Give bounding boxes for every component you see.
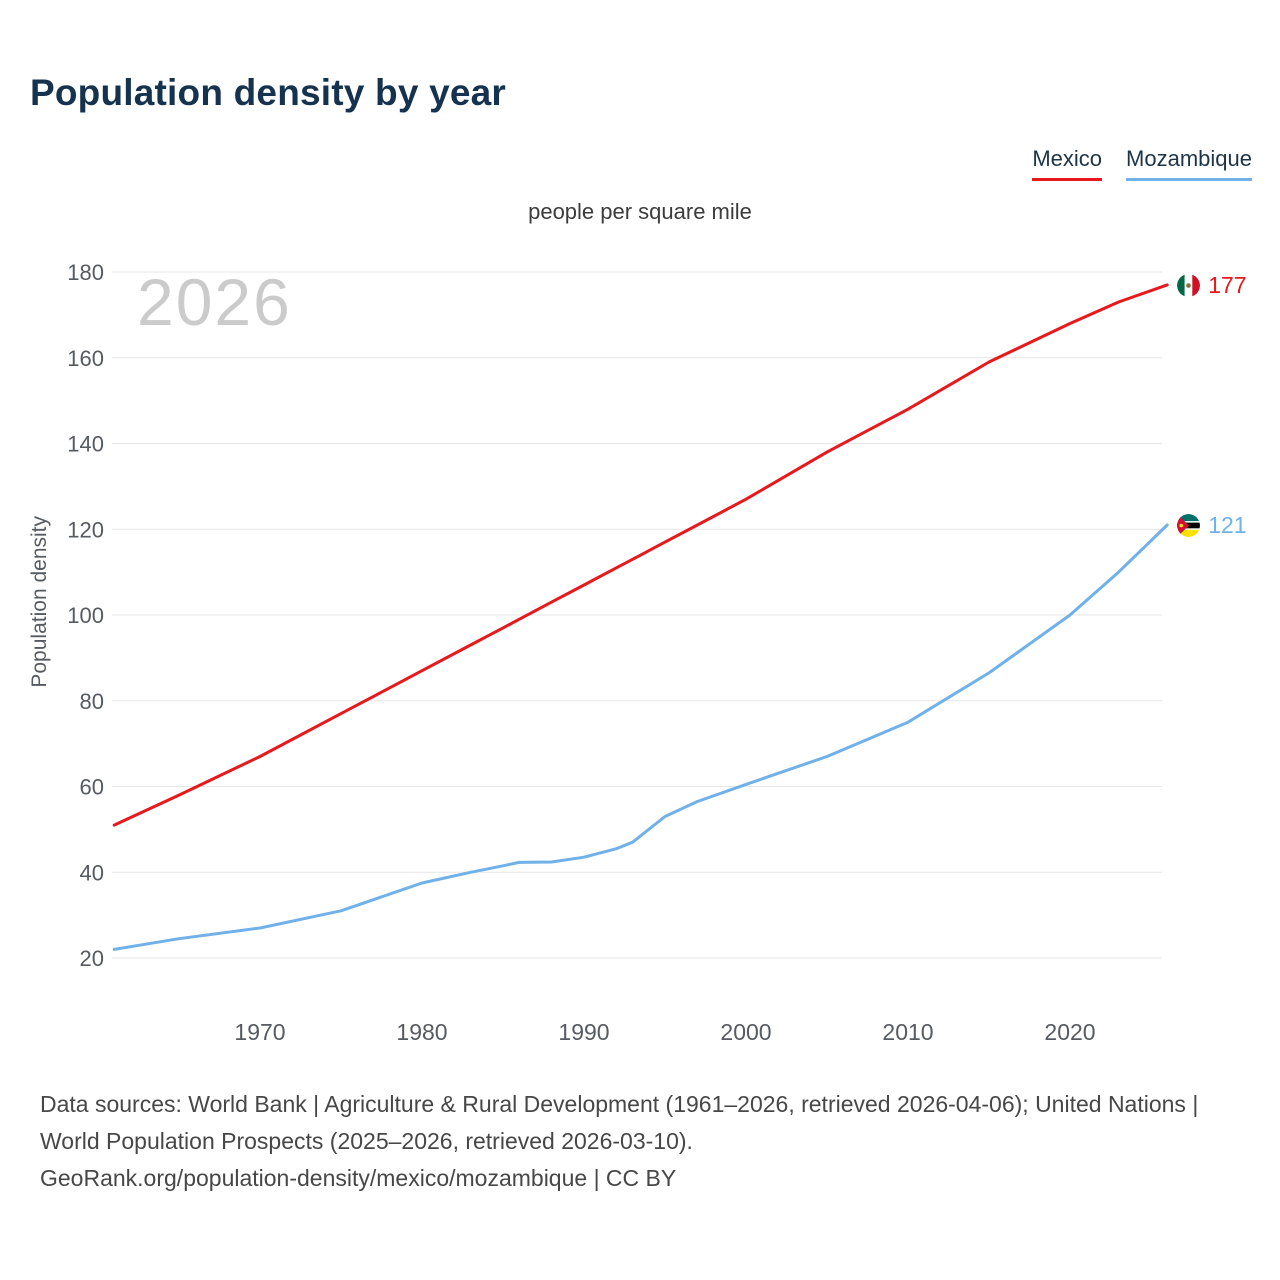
y-tick-label: 180 <box>67 260 104 285</box>
y-tick-label: 60 <box>80 775 104 800</box>
legend-item-mexico[interactable]: Mexico <box>1032 146 1103 181</box>
y-tick-label: 160 <box>67 346 104 371</box>
series-line-mozambique <box>112 523 1169 951</box>
legend-label-mexico: Mexico <box>1032 146 1103 171</box>
y-tick-label: 100 <box>67 603 104 628</box>
end-value-mozambique: 121 <box>1208 511 1247 538</box>
legend-label-mozambique: Mozambique <box>1126 146 1252 171</box>
page-title: Population density by year <box>30 72 507 113</box>
x-tick-label: 2020 <box>1044 1019 1095 1045</box>
legend: Mexico Mozambique <box>1032 146 1252 181</box>
data-sources-line2: GeoRank.org/population-density/mexico/mo… <box>40 1165 677 1191</box>
x-tick-label: 1990 <box>558 1019 609 1045</box>
series-line-mexico <box>112 283 1169 827</box>
legend-item-mozambique[interactable]: Mozambique <box>1126 146 1252 181</box>
x-tick-label: 2000 <box>720 1019 771 1045</box>
chart-subtitle: people per square mile <box>528 199 752 224</box>
data-sources-line1: Data sources: World Bank | Agriculture &… <box>40 1091 1199 1154</box>
data-sources: Data sources: World Bank | Agriculture &… <box>40 1086 1235 1197</box>
watermark-year: 2026 <box>137 265 292 339</box>
mexico-flag-icon <box>1177 273 1201 297</box>
x-tick-label: 1970 <box>234 1019 285 1045</box>
x-tick-label: 2010 <box>882 1019 933 1045</box>
mozambique-flag-icon <box>1177 513 1201 537</box>
y-tick-label: 80 <box>80 689 104 714</box>
y-tick-label: 20 <box>80 946 104 971</box>
end-label-mozambique: 121 <box>1177 511 1247 539</box>
x-tick-label: 1980 <box>396 1019 447 1045</box>
y-tick-label: 140 <box>67 432 104 457</box>
end-label-mexico: 177 <box>1177 271 1247 299</box>
y-tick-label: 120 <box>67 517 104 542</box>
end-value-mexico: 177 <box>1208 271 1247 298</box>
y-tick-label: 40 <box>80 860 104 885</box>
